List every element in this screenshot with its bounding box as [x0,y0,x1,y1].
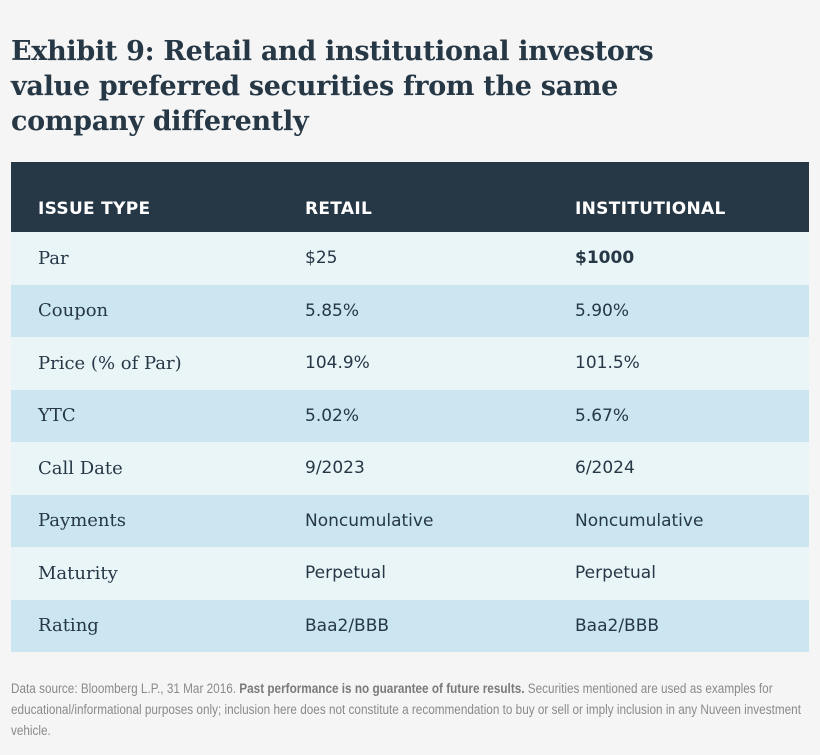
retail-value: Baa2/BBB [305,615,390,636]
footnote-disclaimer: Securities mentioned are used as example… [11,681,801,738]
header-retail: RETAIL [305,199,373,219]
institutional-value: 5.67% [575,405,630,426]
table-row: Rating Baa2/BBB Baa2/BBB [11,599,809,652]
table-row: YTC 5.02% 5.67% [11,389,809,442]
institutional-value: 6/2024 [575,458,635,479]
table-row: Coupon 5.85% 5.90% [11,284,809,337]
row-label: Payments [38,510,126,532]
row-label: Coupon [38,300,109,322]
retail-value: 104.9% [305,353,370,374]
exhibit-title: Exhibit 9: Retail and institutional inve… [11,36,654,137]
table-row: Call Date 9/2023 6/2024 [11,442,809,495]
table-row: Price (% of Par) 104.9% 101.5% [11,337,809,390]
institutional-value: 5.90% [575,300,630,321]
table-row: Payments Noncumulative Noncumulative [11,494,809,547]
retail-value: 5.85% [305,300,360,321]
row-label: Price (% of Par) [38,352,182,374]
institutional-value: Baa2/BBB [575,615,660,636]
comparison-table: ISSUE TYPE RETAIL INSTITUTIONAL Par $25 $1… [11,162,809,652]
footnote: Data source: Bloomberg L.P., 31 Mar 2016… [11,678,811,741]
retail-value: 9/2023 [305,458,365,479]
retail-value: $25 [305,248,338,269]
row-label: YTC [38,405,76,427]
institutional-value: $1000 [575,248,635,269]
retail-value: 5.02% [305,405,360,426]
table-row: Par $25 $1000 [11,232,809,285]
institutional-value: Noncumulative [575,510,704,531]
table-row: Maturity Perpetual Perpetual [11,547,809,600]
institutional-value: 101.5% [575,353,640,374]
table-header: ISSUE TYPE RETAIL INSTITUTIONAL [11,162,809,232]
footnote-source: Data source: Bloomberg L.P., 31 Mar 2016… [11,681,237,696]
row-label: Maturity [38,562,118,584]
retail-value: Perpetual [305,563,386,584]
header-issue-type: ISSUE TYPE [38,199,151,219]
institutional-value: Perpetual [575,563,656,584]
header-institutional: INSTITUTIONAL [575,199,726,219]
retail-value: Noncumulative [305,510,434,531]
row-label: Rating [38,615,99,637]
row-label: Call Date [38,457,123,479]
row-label: Par [38,247,69,269]
footnote-disclaimer-bold: Past performance is no guarantee of futu… [239,681,525,696]
